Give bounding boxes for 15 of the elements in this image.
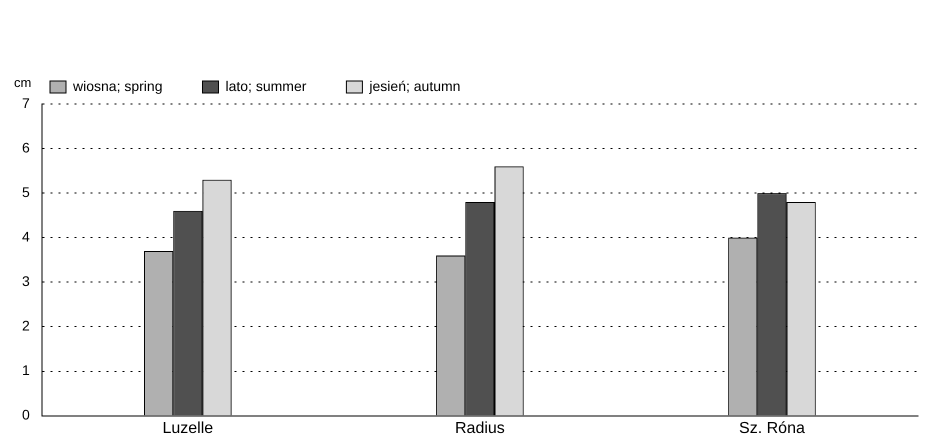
x-tick-label: Sz. Róna — [739, 420, 805, 437]
y-tick-label: 0 — [22, 406, 30, 423]
y-tick-label: 7 — [22, 94, 30, 111]
y-axis-title: cm — [14, 75, 32, 90]
y-tick-label: 3 — [22, 273, 30, 290]
y-tick-label: 2 — [22, 318, 30, 334]
x-tick-label: Radius — [454, 420, 505, 437]
legend-label: jesień; autumn — [368, 78, 460, 94]
y-tick-label: 4 — [22, 228, 30, 244]
y-tick-label: 5 — [22, 184, 30, 200]
legend-label: lato; summer — [225, 78, 307, 94]
x-tick-label: Luzelle — [162, 420, 214, 437]
y-tick-label: 6 — [22, 139, 30, 156]
y-tick-label: 1 — [22, 362, 30, 378]
legend-label: wiosna; spring — [72, 78, 162, 94]
